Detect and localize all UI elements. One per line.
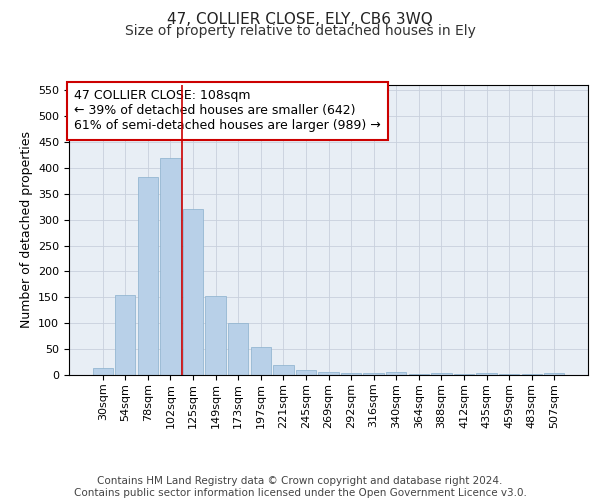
Text: Contains HM Land Registry data © Crown copyright and database right 2024.
Contai: Contains HM Land Registry data © Crown c… [74,476,526,498]
Bar [273,364,293,375]
Bar [115,294,136,375]
Bar [205,296,226,375]
Bar [228,323,248,375]
Text: Size of property relative to detached houses in Ely: Size of property relative to detached ho… [125,24,475,38]
Bar [454,374,474,375]
Bar [138,176,158,375]
Y-axis label: Number of detached properties: Number of detached properties [20,132,32,328]
Bar [431,374,452,375]
Bar [364,374,384,375]
Bar [409,374,429,375]
Bar [319,372,338,375]
Bar [521,374,542,375]
Bar [386,372,406,375]
Bar [92,368,113,375]
Text: 47 COLLIER CLOSE: 108sqm
← 39% of detached houses are smaller (642)
61% of semi-: 47 COLLIER CLOSE: 108sqm ← 39% of detach… [74,90,381,132]
Bar [341,373,361,375]
Bar [183,210,203,375]
Bar [251,346,271,375]
Bar [544,373,565,375]
Bar [296,370,316,375]
Bar [499,374,519,375]
Bar [476,374,497,375]
Bar [160,158,181,375]
Text: 47, COLLIER CLOSE, ELY, CB6 3WQ: 47, COLLIER CLOSE, ELY, CB6 3WQ [167,12,433,28]
